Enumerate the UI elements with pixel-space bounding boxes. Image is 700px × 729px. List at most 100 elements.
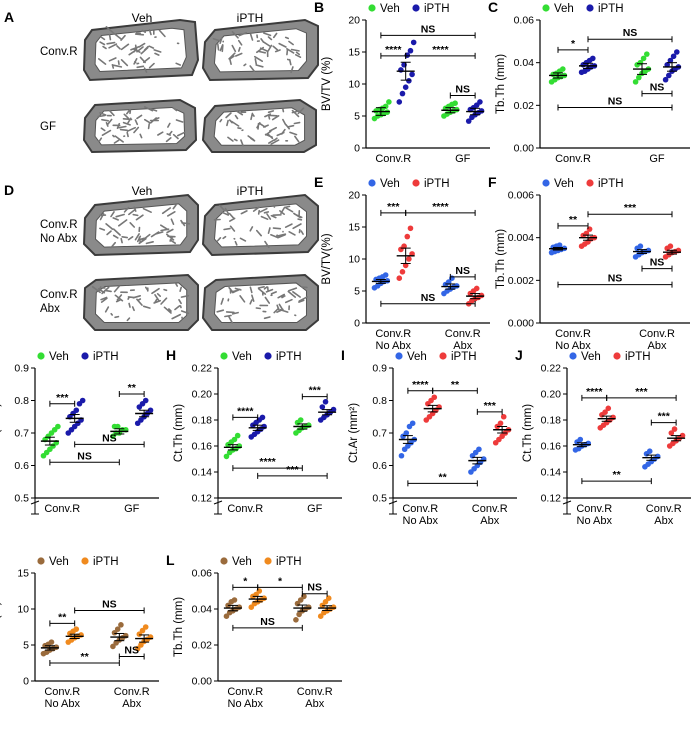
trabecular-mesh-0 [98, 26, 181, 73]
column-label: iPTH [237, 184, 264, 198]
data-point [147, 407, 154, 414]
data-point [138, 642, 144, 648]
chart-H: H Veh iPTH 0.12 0.14 0.16 0.18 0.20 0.22 Ct.Th (m… [166, 347, 342, 515]
group-label: GF [124, 503, 140, 515]
group-label: Conv.R [227, 503, 263, 515]
chart-F: F Veh iPTH 0.000 0.002 0.004 0.006 Tb.Th (mm) Co… [488, 174, 690, 352]
y-axis-label: Ct.Th (mm) [173, 404, 185, 462]
data-point [231, 436, 238, 443]
significance-label: NS [124, 645, 139, 657]
y-tick-label: 20 [348, 190, 360, 202]
group-label: Conv.R [375, 153, 411, 165]
y-tick-label: 0.02 [192, 640, 213, 652]
legend-label: iPTH [276, 351, 302, 363]
data-point [636, 74, 642, 81]
chart-J: J Veh iPTH 0.12 0.14 0.16 0.18 0.20 0.22 Ct.Th (m… [515, 347, 691, 527]
y-tick-label: 15 [17, 568, 29, 580]
y-tick-label: 5 [354, 286, 360, 298]
data-point [666, 72, 672, 79]
panel-label: D [4, 182, 14, 198]
y-tick-label: 0.22 [192, 363, 213, 375]
legend-marker [586, 179, 594, 187]
data-point [325, 595, 332, 601]
data-point [396, 99, 403, 105]
panel-label: E [314, 174, 323, 190]
y-tick-label: 0.00 [514, 143, 535, 155]
group-label: No Abx [555, 340, 591, 352]
y-axis-label: Tb.Th (mm) [495, 229, 507, 289]
data-point [679, 432, 686, 439]
y-tick-label: 0 [23, 676, 29, 688]
column-label: Veh [132, 184, 153, 198]
group-label: Abx [453, 340, 472, 352]
legend-marker [412, 179, 420, 187]
data-point [476, 446, 482, 453]
data-point [560, 66, 566, 72]
trabecular-mesh-3 [216, 286, 308, 324]
y-tick-label: 5 [23, 640, 29, 652]
data-point [382, 103, 389, 110]
data-point [406, 256, 412, 262]
data-point [399, 269, 406, 275]
data-point [637, 243, 644, 249]
significance-label: ** [451, 379, 460, 391]
data-point [646, 448, 653, 455]
data-point [667, 243, 674, 249]
y-tick-label: 0.16 [192, 441, 213, 453]
data-point [402, 262, 409, 269]
data-point [644, 51, 650, 57]
y-tick-label: 10 [348, 79, 360, 91]
significance-label: NS [455, 265, 470, 277]
legend-label: Veh [581, 351, 601, 363]
data-point [667, 57, 674, 64]
group-label: Conv.R [555, 153, 591, 165]
group-label: Abx [654, 515, 673, 527]
data-point [473, 285, 480, 292]
significance-label: ** [613, 469, 622, 481]
panel-label: A [4, 9, 14, 25]
panel-label: I [341, 347, 345, 363]
trabecular-mesh-1 [212, 31, 302, 74]
y-tick-label: 0.06 [514, 15, 535, 27]
data-point [317, 613, 324, 619]
significance-label: **** [432, 201, 449, 213]
image-panel-D: D Veh iPTH Conv.R No Abx Conv.R Abx [4, 182, 319, 331]
data-point [602, 409, 608, 416]
data-point [319, 404, 326, 410]
data-point [110, 643, 116, 650]
significance-label: * [278, 575, 283, 587]
legend-label: Veh [554, 178, 574, 190]
data-point [409, 71, 415, 78]
data-point [407, 47, 414, 54]
row-label: Conv.R [40, 289, 78, 301]
trabecular-mesh-0 [99, 204, 191, 249]
legend-marker [569, 352, 577, 360]
y-tick-label: 0.22 [541, 363, 562, 375]
legend-marker [586, 4, 594, 12]
significance-label: **** [586, 386, 603, 398]
bone-marrow-1 [213, 203, 307, 248]
significance-label: ** [569, 214, 578, 226]
y-tick-label: 0.9 [14, 363, 29, 375]
panel-label: H [166, 347, 176, 363]
significance-label: NS [102, 432, 117, 444]
group-label: GF [455, 153, 471, 165]
legend-label: Veh [407, 351, 427, 363]
y-tick-label: 0.14 [541, 467, 562, 479]
y-tick-label: 0.000 [508, 318, 534, 330]
legend-label: iPTH [93, 351, 119, 363]
data-point [111, 629, 118, 636]
data-point [142, 397, 149, 404]
data-point [259, 414, 266, 421]
y-tick-label: 15 [348, 47, 360, 59]
y-axis-label: Ct.Th (mm) [522, 404, 534, 462]
chart-L: L Veh iPTH 0.00 0.02 0.04 0.06 Tb.Th (mm) Conv.R… [166, 552, 342, 710]
legend-marker [613, 352, 621, 360]
y-tick-label: 0.5 [14, 493, 29, 505]
chart-I: I Veh iPTH 0.5 0.6 0.7 0.8 0.9 Ct.Ar (mm²) Conv.R… [341, 347, 517, 527]
significance-label: *** [387, 201, 400, 213]
y-tick-label: 0.6 [372, 460, 387, 472]
y-tick-label: 0.002 [508, 275, 534, 287]
bone-marrow-2 [94, 282, 188, 324]
data-point [55, 423, 61, 430]
